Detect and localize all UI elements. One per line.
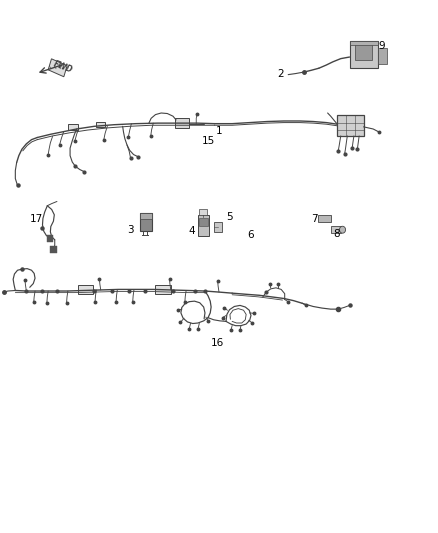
Text: 5: 5 bbox=[226, 213, 233, 222]
Bar bbox=[47, 235, 53, 242]
Bar bbox=[350, 41, 378, 68]
Text: 17: 17 bbox=[30, 214, 43, 223]
Bar bbox=[337, 115, 364, 136]
Text: FWD: FWD bbox=[52, 59, 74, 74]
Text: 2: 2 bbox=[277, 69, 284, 78]
Bar bbox=[318, 215, 331, 222]
Bar bbox=[78, 285, 93, 294]
Bar bbox=[175, 118, 189, 128]
Bar bbox=[214, 222, 222, 232]
Text: 8: 8 bbox=[333, 229, 340, 239]
Bar bbox=[140, 213, 152, 231]
Text: 7: 7 bbox=[311, 214, 318, 223]
Bar bbox=[96, 122, 105, 127]
Text: 4: 4 bbox=[188, 227, 195, 236]
Bar bbox=[48, 59, 67, 77]
Bar bbox=[155, 285, 171, 294]
Text: 1: 1 bbox=[215, 126, 223, 135]
Text: 9: 9 bbox=[378, 42, 385, 51]
Bar bbox=[199, 218, 208, 226]
Bar bbox=[199, 209, 207, 215]
Ellipse shape bbox=[339, 227, 346, 233]
Text: 16: 16 bbox=[211, 338, 224, 348]
Bar bbox=[350, 41, 378, 45]
Bar bbox=[331, 226, 341, 233]
Text: 3: 3 bbox=[127, 225, 134, 235]
Bar bbox=[198, 215, 209, 236]
Text: 6: 6 bbox=[247, 230, 254, 239]
Bar bbox=[378, 48, 387, 64]
Text: 15: 15 bbox=[202, 136, 215, 146]
Bar bbox=[140, 213, 152, 219]
Bar bbox=[50, 246, 57, 253]
Bar bbox=[68, 124, 78, 130]
Bar bbox=[355, 44, 372, 60]
